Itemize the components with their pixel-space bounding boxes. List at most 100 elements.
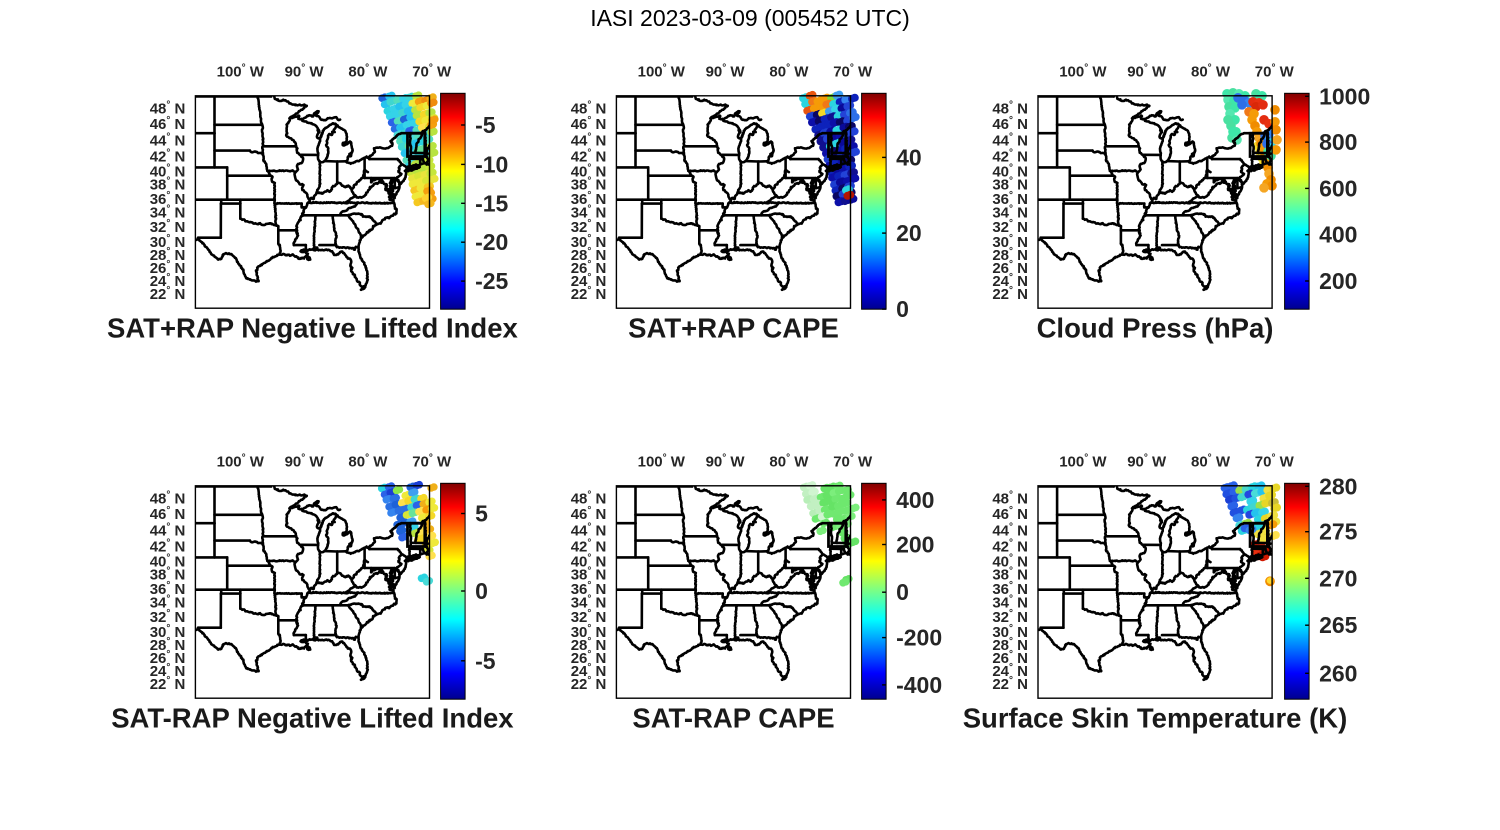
svg-text:36° N: 36° N <box>150 190 186 208</box>
svg-text:SAT-RAP CAPE: SAT-RAP CAPE <box>632 703 834 734</box>
svg-text:42° N: 42° N <box>571 537 607 555</box>
svg-text:38° N: 38° N <box>150 176 186 194</box>
svg-text:32° N: 32° N <box>992 218 1028 236</box>
svg-text:44° N: 44° N <box>571 131 607 149</box>
svg-text:34° N: 34° N <box>150 593 186 611</box>
svg-text:42° N: 42° N <box>571 147 607 165</box>
svg-text:90° W: 90° W <box>285 62 325 80</box>
svg-text:46° N: 46° N <box>150 115 186 133</box>
svg-text:28° N: 28° N <box>992 636 1028 654</box>
svg-text:40° N: 40° N <box>150 163 186 181</box>
svg-text:36° N: 36° N <box>992 580 1028 598</box>
svg-text:26° N: 26° N <box>150 259 186 277</box>
svg-text:24° N: 24° N <box>150 662 186 680</box>
svg-text:38° N: 38° N <box>571 176 607 194</box>
svg-text:100° W: 100° W <box>638 62 686 80</box>
svg-text:46° N: 46° N <box>992 505 1028 523</box>
svg-text:-200: -200 <box>896 625 942 651</box>
svg-text:SAT+RAP CAPE: SAT+RAP CAPE <box>628 313 839 344</box>
svg-text:26° N: 26° N <box>150 649 186 667</box>
svg-text:270: 270 <box>1319 565 1357 591</box>
svg-text:80° W: 80° W <box>769 62 809 80</box>
svg-text:70° W: 70° W <box>833 452 873 470</box>
svg-text:80° W: 80° W <box>769 452 809 470</box>
svg-text:32° N: 32° N <box>992 608 1028 626</box>
svg-text:26° N: 26° N <box>571 649 607 667</box>
svg-text:600: 600 <box>1319 175 1357 201</box>
svg-text:70° W: 70° W <box>833 62 873 80</box>
svg-text:24° N: 24° N <box>571 662 607 680</box>
svg-text:36° N: 36° N <box>571 190 607 208</box>
svg-text:24° N: 24° N <box>571 272 607 290</box>
svg-text:20: 20 <box>896 220 922 246</box>
svg-text:-10: -10 <box>475 151 508 177</box>
svg-text:36° N: 36° N <box>150 580 186 598</box>
svg-text:0: 0 <box>896 579 909 605</box>
svg-text:90° W: 90° W <box>706 452 746 470</box>
svg-text:22° N: 22° N <box>992 675 1028 693</box>
svg-text:100° W: 100° W <box>217 62 265 80</box>
svg-text:34° N: 34° N <box>571 203 607 221</box>
svg-text:38° N: 38° N <box>150 566 186 584</box>
svg-text:-5: -5 <box>475 112 496 138</box>
svg-text:70° W: 70° W <box>412 62 452 80</box>
svg-text:48° N: 48° N <box>150 490 186 508</box>
svg-text:30° N: 30° N <box>150 623 186 641</box>
svg-text:46° N: 46° N <box>150 505 186 523</box>
svg-text:22° N: 22° N <box>992 285 1028 303</box>
svg-text:22° N: 22° N <box>571 675 607 693</box>
svg-text:280: 280 <box>1319 473 1357 499</box>
svg-text:100° W: 100° W <box>1059 62 1107 80</box>
svg-text:80° W: 80° W <box>1191 452 1231 470</box>
svg-text:32° N: 32° N <box>571 608 607 626</box>
svg-text:90° W: 90° W <box>1127 452 1167 470</box>
svg-text:34° N: 34° N <box>150 203 186 221</box>
svg-text:400: 400 <box>896 487 934 513</box>
svg-text:-25: -25 <box>475 268 508 294</box>
svg-text:80° W: 80° W <box>348 62 388 80</box>
svg-text:44° N: 44° N <box>571 521 607 539</box>
svg-text:100° W: 100° W <box>638 452 686 470</box>
svg-text:48° N: 48° N <box>571 100 607 118</box>
svg-text:32° N: 32° N <box>571 218 607 236</box>
svg-text:40: 40 <box>896 144 922 170</box>
svg-text:90° W: 90° W <box>1127 62 1167 80</box>
svg-text:24° N: 24° N <box>992 272 1028 290</box>
svg-text:46° N: 46° N <box>571 505 607 523</box>
svg-text:22° N: 22° N <box>571 285 607 303</box>
svg-text:44° N: 44° N <box>992 131 1028 149</box>
svg-text:48° N: 48° N <box>992 100 1028 118</box>
svg-text:38° N: 38° N <box>992 566 1028 584</box>
svg-text:Cloud Press (hPa): Cloud Press (hPa) <box>1037 313 1274 344</box>
svg-text:22° N: 22° N <box>150 285 186 303</box>
svg-text:SAT+RAP Negative Lifted Index: SAT+RAP Negative Lifted Index <box>107 313 519 344</box>
svg-text:34° N: 34° N <box>992 593 1028 611</box>
svg-text:44° N: 44° N <box>992 521 1028 539</box>
svg-text:26° N: 26° N <box>992 649 1028 667</box>
svg-text:42° N: 42° N <box>992 147 1028 165</box>
svg-text:46° N: 46° N <box>992 115 1028 133</box>
svg-text:32° N: 32° N <box>150 608 186 626</box>
svg-text:SAT-RAP Negative Lifted Index: SAT-RAP Negative Lifted Index <box>111 703 514 734</box>
svg-text:28° N: 28° N <box>571 636 607 654</box>
svg-text:46° N: 46° N <box>571 115 607 133</box>
svg-text:28° N: 28° N <box>571 246 607 264</box>
svg-text:28° N: 28° N <box>150 246 186 264</box>
svg-text:36° N: 36° N <box>571 580 607 598</box>
svg-text:-400: -400 <box>896 672 942 698</box>
svg-text:40° N: 40° N <box>150 553 186 571</box>
svg-text:48° N: 48° N <box>992 490 1028 508</box>
svg-text:30° N: 30° N <box>992 623 1028 641</box>
svg-text:5: 5 <box>475 501 488 527</box>
svg-text:26° N: 26° N <box>992 259 1028 277</box>
svg-text:70° W: 70° W <box>1255 62 1295 80</box>
svg-text:38° N: 38° N <box>571 566 607 584</box>
svg-text:28° N: 28° N <box>150 636 186 654</box>
svg-text:0: 0 <box>475 578 488 604</box>
svg-text:1000: 1000 <box>1319 83 1370 109</box>
svg-text:24° N: 24° N <box>992 662 1028 680</box>
svg-text:36° N: 36° N <box>992 190 1028 208</box>
svg-text:34° N: 34° N <box>571 593 607 611</box>
svg-text:38° N: 38° N <box>992 176 1028 194</box>
svg-text:42° N: 42° N <box>150 537 186 555</box>
